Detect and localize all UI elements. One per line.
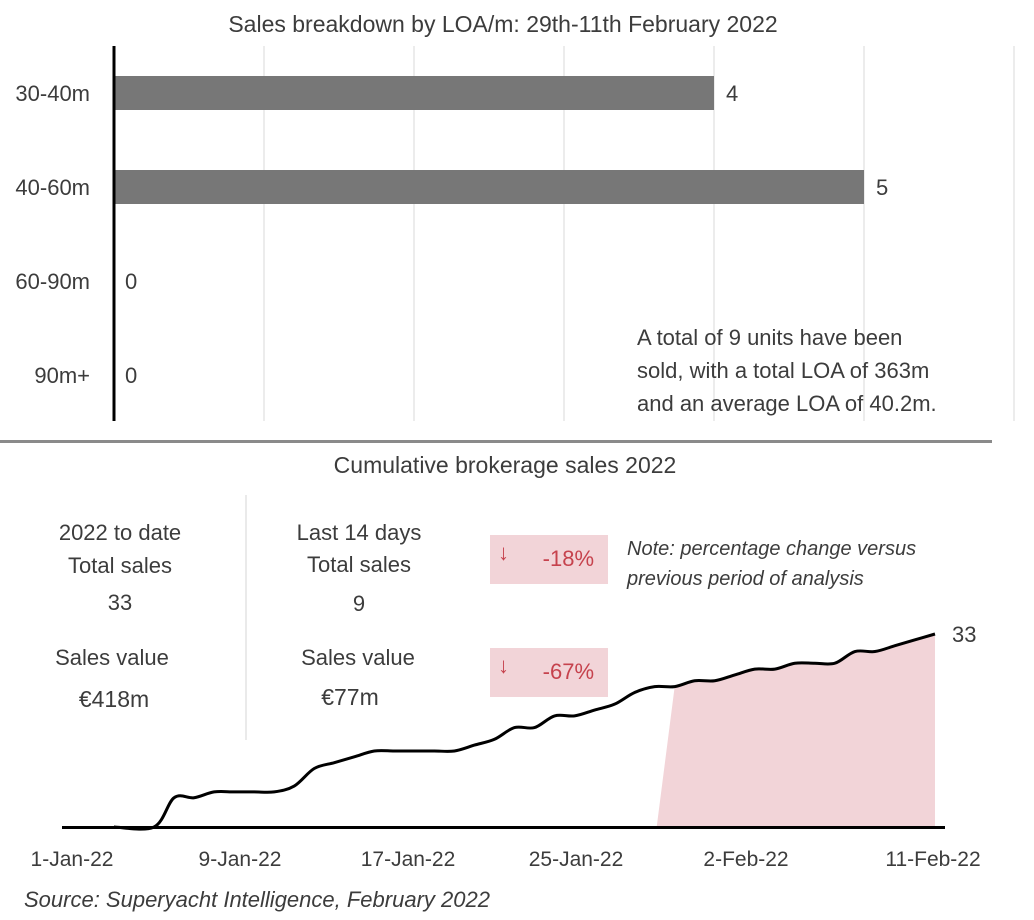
bar-data-label: 0 xyxy=(125,269,137,294)
source-note: Source: Superyacht Intelligence, Februar… xyxy=(24,887,490,912)
cumulative-sales-chart: Cumulative brokerage sales 2022 1-Jan-22… xyxy=(31,452,981,871)
note-line-2: previous period of analysis xyxy=(627,568,864,590)
last14-value: €77m xyxy=(321,684,379,710)
sales-change-value: -18% xyxy=(542,546,594,571)
summary-annotation: A total of 9 units have been sold, with … xyxy=(637,321,1017,420)
highlight-area-fill xyxy=(656,634,935,827)
summary-line-1: A total of 9 units have been xyxy=(637,325,903,350)
section-divider xyxy=(0,440,992,443)
bar-category-label: 60-90m xyxy=(15,269,90,294)
bar xyxy=(114,76,714,110)
ytd-header-2: Total sales xyxy=(68,553,172,578)
bar-category-label: 30-40m xyxy=(15,81,90,106)
ytd-header-1: 2022 to date xyxy=(58,520,182,545)
percentage-note: Note: percentage change versus previous … xyxy=(627,534,1027,594)
ytd-sales-count: 33 xyxy=(107,590,133,615)
highlight-area xyxy=(656,634,935,827)
value-change-value: -67% xyxy=(542,659,594,684)
summary-line-2: sold, with a total LOA of 363m xyxy=(637,358,930,383)
value-change-badge: ↓ -67% xyxy=(490,648,608,697)
bar-marks: 30-40m 4 40-60m 5 60-90m 0 90m+ 0 xyxy=(15,76,888,388)
area-chart-title: Cumulative brokerage sales 2022 xyxy=(334,452,677,478)
x-tick-label: 9-Jan-22 xyxy=(199,848,282,871)
last14-header-1: Last 14 days xyxy=(296,520,422,545)
x-tick-label: 17-Jan-22 xyxy=(361,848,456,871)
bar-data-label: 5 xyxy=(876,175,888,200)
x-tick-label: 25-Jan-22 xyxy=(529,848,624,871)
sales-change-badge: ↓ -18% xyxy=(490,535,608,584)
bar-category-label: 90m+ xyxy=(34,363,90,388)
bar-data-label: 4 xyxy=(726,81,738,106)
cumulative-line xyxy=(113,632,936,831)
end-value-label: 33 xyxy=(952,622,976,647)
cumulative-line-path xyxy=(113,632,936,831)
x-tick-labels: 1-Jan-22 9-Jan-22 17-Jan-22 25-Jan-22 2-Feb-… xyxy=(31,848,981,871)
last14-value-label: Sales value xyxy=(301,645,415,670)
down-arrow-icon: ↓ xyxy=(498,540,509,565)
bar-category-label: 40-60m xyxy=(15,175,90,200)
x-tick-label: 11-Feb-22 xyxy=(885,848,980,871)
last14-header-2: Total sales xyxy=(307,552,411,577)
down-arrow-icon: ↓ xyxy=(498,653,509,678)
summary-line-3: and an average LOA of 40.2m. xyxy=(637,391,937,416)
bar-chart-title: Sales breakdown by LOA/m: 29th-11th Febr… xyxy=(228,11,777,37)
note-line-1: Note: percentage change versus xyxy=(627,538,917,560)
x-tick-label: 1-Jan-22 xyxy=(31,848,114,871)
ytd-value: €418m xyxy=(78,686,150,712)
last14-sales-count: 9 xyxy=(352,591,366,616)
bar xyxy=(114,170,864,204)
loa-bar-chart: Sales breakdown by LOA/m: 29th-11th Febr… xyxy=(15,11,1015,421)
bar-data-label: 0 xyxy=(125,363,137,388)
x-tick-label: 2-Feb-22 xyxy=(703,848,788,871)
ytd-value-label: Sales value xyxy=(55,645,169,670)
